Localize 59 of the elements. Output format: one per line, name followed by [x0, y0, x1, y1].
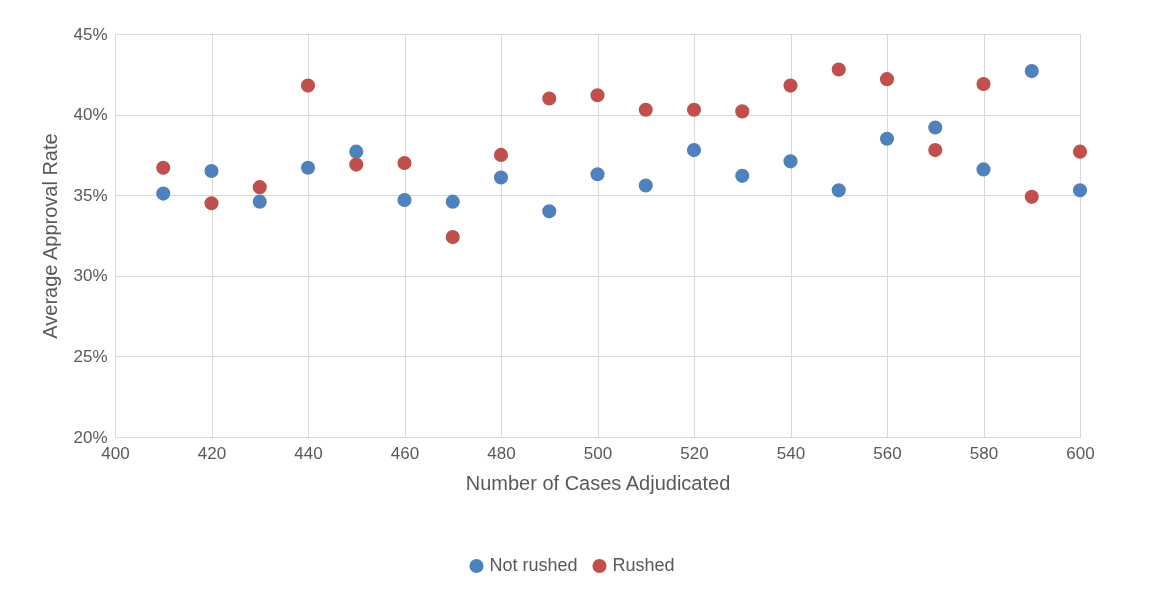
- point: [204, 196, 219, 211]
- point: [783, 78, 798, 93]
- point: [976, 162, 991, 177]
- point: [638, 178, 653, 193]
- point: [493, 147, 509, 162]
- point: [300, 160, 316, 175]
- point: [349, 144, 364, 159]
- point: [686, 102, 702, 117]
- x-tick-label: 580: [969, 443, 999, 463]
- point: [1024, 64, 1039, 79]
- point: [349, 157, 364, 172]
- y-axis-title: Average Approval Rate: [39, 133, 62, 339]
- point: [542, 204, 557, 219]
- point: [252, 194, 267, 209]
- point: [928, 120, 943, 135]
- point: [735, 104, 750, 119]
- x-tick-label: 600: [1066, 443, 1095, 463]
- point: [204, 163, 219, 179]
- x-tick-label: 520: [680, 443, 709, 463]
- point: [156, 160, 171, 175]
- x-tick-label: 560: [873, 443, 902, 463]
- x-tick-label: 460: [390, 443, 420, 463]
- point: [156, 186, 171, 201]
- point: [735, 168, 750, 183]
- y-tick-label: 30%: [73, 266, 108, 286]
- point: [590, 167, 605, 182]
- point: [783, 154, 798, 169]
- point: [493, 170, 509, 185]
- point: [1024, 189, 1039, 204]
- point: [445, 230, 460, 245]
- point: [879, 72, 895, 87]
- point: [397, 192, 412, 208]
- y-tick-label: 25%: [73, 346, 108, 366]
- y-tick-label: 45%: [73, 24, 108, 44]
- x-tick-label: 420: [197, 443, 227, 463]
- x-tick-label: 480: [487, 443, 516, 463]
- point: [590, 88, 605, 103]
- point: [252, 180, 267, 195]
- x-tick-label: 440: [294, 443, 323, 463]
- x-axis-title: Number of Cases Adjudicated: [465, 471, 731, 494]
- point: [976, 76, 991, 92]
- point: [879, 131, 895, 146]
- point: [397, 155, 412, 171]
- point: [300, 78, 316, 93]
- point: [638, 102, 653, 117]
- point: [831, 183, 846, 198]
- point: [831, 62, 846, 77]
- point: [1072, 144, 1088, 159]
- legend-label: Rushed: [612, 555, 675, 575]
- point: [686, 143, 702, 158]
- point: [928, 143, 943, 158]
- x-tick-label: 540: [776, 443, 806, 463]
- point: [542, 91, 557, 106]
- legend-label: Not rushed: [489, 555, 578, 575]
- y-tick-label: 40%: [73, 105, 108, 125]
- y-tick-label: 35%: [73, 185, 108, 205]
- point: [445, 194, 460, 209]
- point: [1072, 183, 1088, 198]
- x-tick-label: 500: [583, 443, 613, 463]
